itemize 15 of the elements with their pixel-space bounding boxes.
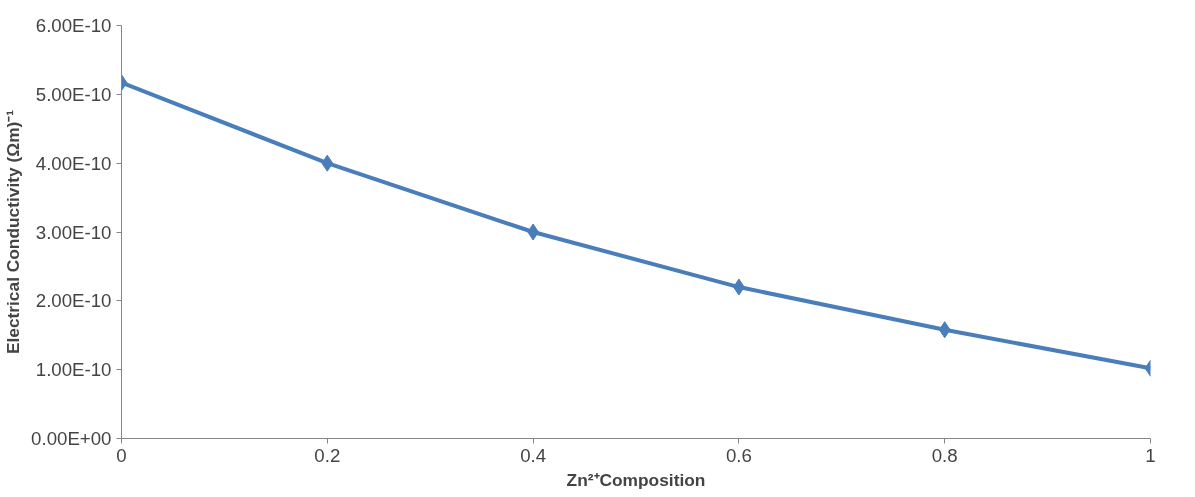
y-tick-label: 4.00E-10 [35,152,112,174]
y-tick-label: 0.00E+00 [31,428,112,449]
y-tick-label: 2.00E-10 [35,290,112,312]
x-tick-label: 1 [1145,444,1156,466]
x-tick-label: 0.4 [520,444,547,466]
y-axis-title: Electrical Conductivity (Ωm)⁻¹ [3,109,24,355]
y-tick-label: 6.00E-10 [35,15,112,36]
x-tick-label: 0.6 [725,444,752,466]
y-tick-label: 1.00E-10 [35,359,112,381]
x-axis-title: Zn²⁺Composition [566,469,706,490]
y-tick-label: 5.00E-10 [35,83,112,105]
x-tick-label: 0 [116,444,127,466]
x-tick-label: 0.8 [931,444,958,466]
y-tick-label: 3.00E-10 [35,221,112,243]
x-tick-label: 0.2 [314,444,341,466]
